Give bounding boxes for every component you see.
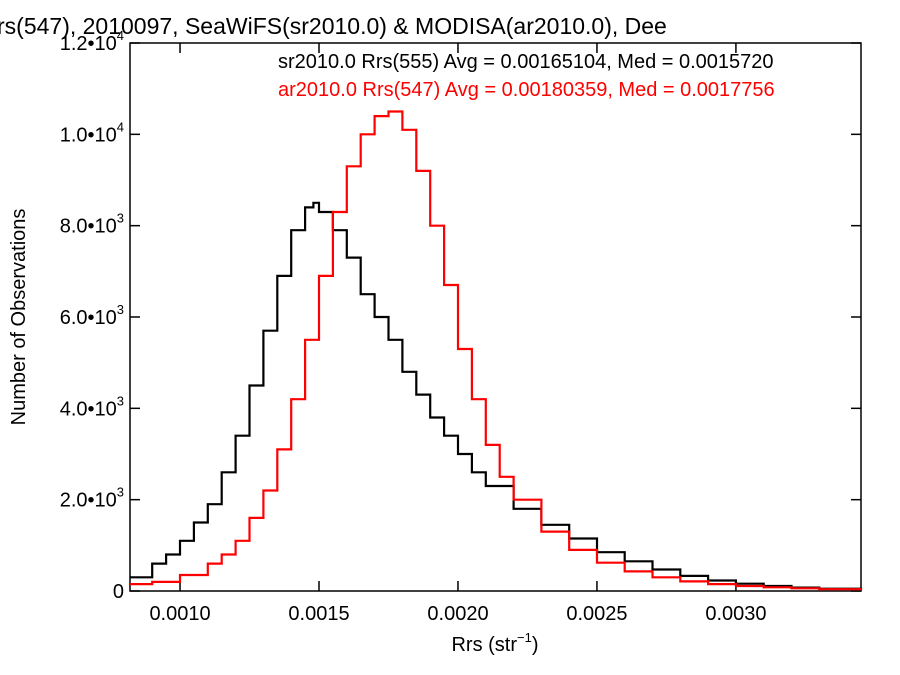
- y-tick-label: 4.0•103: [60, 393, 124, 420]
- x-axis-ticks: 0.0010 0.0015 0.0020 0.0025 0.0030: [149, 43, 767, 625]
- y-tick-label: 6.0•103: [60, 302, 124, 329]
- x-axis-label-end: ): [532, 634, 539, 656]
- y-tick-label: 8.0•103: [60, 211, 124, 238]
- y-axis-label: Number of Observations: [8, 209, 30, 426]
- x-tick-label: 0.0010: [149, 603, 210, 625]
- x-axis-label: Rrs (str−1): [451, 630, 538, 656]
- legend-entry-red: ar2010.0 Rrs(547) Avg = 0.00180359, Med …: [278, 79, 775, 101]
- y-tick-label: 1.0•104: [60, 119, 124, 146]
- y-tick-label: 1.2•104: [60, 28, 124, 55]
- series-layer: [129, 110, 863, 591]
- legend-entry-black: sr2010.0 Rrs(555) Avg = 0.00165104, Med …: [278, 51, 774, 73]
- x-tick-label: 0.0030: [705, 603, 766, 625]
- y-tick-label: 2.0•103: [60, 485, 124, 512]
- series-line-0: [130, 201, 863, 590]
- series-line-1: [130, 110, 863, 591]
- x-axis-label-exponent: −1: [517, 630, 532, 645]
- y-axis-ticks: 0 2.0•103 4.0•103 6.0•103 8.0•103 1.0•104 1.2•…: [60, 28, 861, 603]
- chart-title: rs(547), 2010097, SeaWiFS(sr2010.0) & MO…: [0, 13, 667, 39]
- x-tick-label: 0.0020: [427, 603, 488, 625]
- x-axis-label-text: Rrs (str: [451, 634, 517, 656]
- y-tick-label: 0: [113, 581, 124, 603]
- x-tick-label: 0.0025: [566, 603, 627, 625]
- x-tick-label: 0.0015: [288, 603, 349, 625]
